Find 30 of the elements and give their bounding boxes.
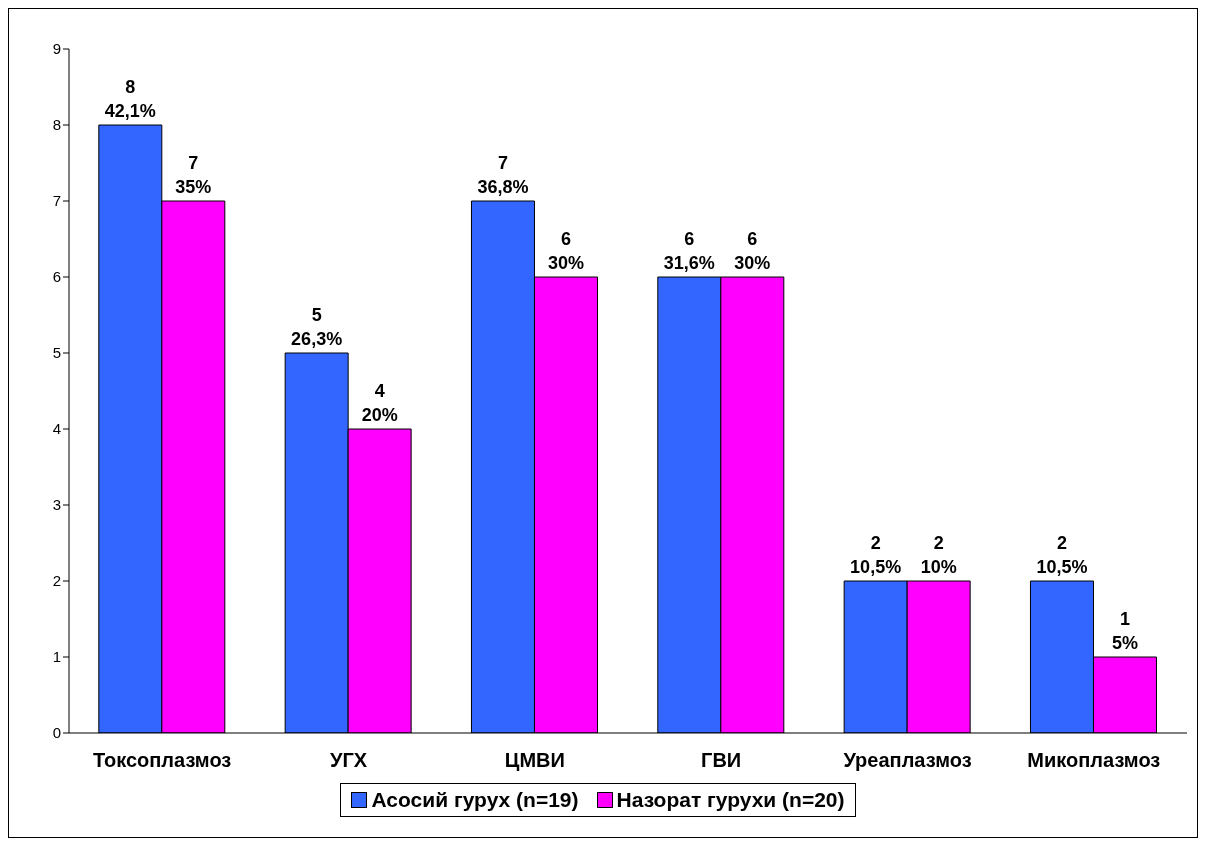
y-tick-label: 2 — [52, 572, 61, 590]
x-tick-label: Токсоплазмоз — [93, 749, 232, 772]
data-label: 6 30% — [734, 229, 771, 273]
x-tick-label: Микоплазмоз — [1027, 749, 1161, 772]
data-label: 2 10,5% — [850, 533, 902, 577]
data-label: 1 5% — [1111, 609, 1138, 653]
x-tick-label: ЦМВИ — [504, 749, 565, 772]
legend-label: Асосий гурух (n=19) — [370, 788, 579, 812]
x-tick-label: Уреаплазмоз — [843, 749, 972, 772]
y-tick-label: 1 — [52, 648, 61, 666]
x-tick-label: ГВИ — [701, 749, 742, 772]
data-label: 2 10% — [920, 533, 957, 577]
data-label: 8 42,1% — [104, 77, 156, 121]
data-label: 6 30% — [547, 229, 584, 273]
data-label: 7 36,8% — [477, 153, 529, 197]
y-tick-label: 4 — [52, 420, 61, 438]
data-label: 7 35% — [175, 153, 212, 197]
data-label: 4 20% — [361, 381, 398, 425]
x-tick-label: УГХ — [329, 749, 368, 772]
y-tick-label: 6 — [52, 268, 61, 286]
legend-label: Назорат гурухи (n=20) — [615, 788, 845, 812]
y-tick-label: 8 — [52, 116, 61, 134]
y-tick-label: 9 — [52, 40, 61, 58]
y-tick-label: 5 — [52, 344, 61, 362]
data-label: 2 10,5% — [1036, 533, 1088, 577]
data-label: 5 26,3% — [291, 305, 343, 349]
y-tick-label: 7 — [52, 192, 61, 210]
y-tick-label: 3 — [52, 496, 61, 514]
y-tick-label: 0 — [52, 724, 61, 742]
data-label: 6 31,6% — [663, 229, 715, 273]
